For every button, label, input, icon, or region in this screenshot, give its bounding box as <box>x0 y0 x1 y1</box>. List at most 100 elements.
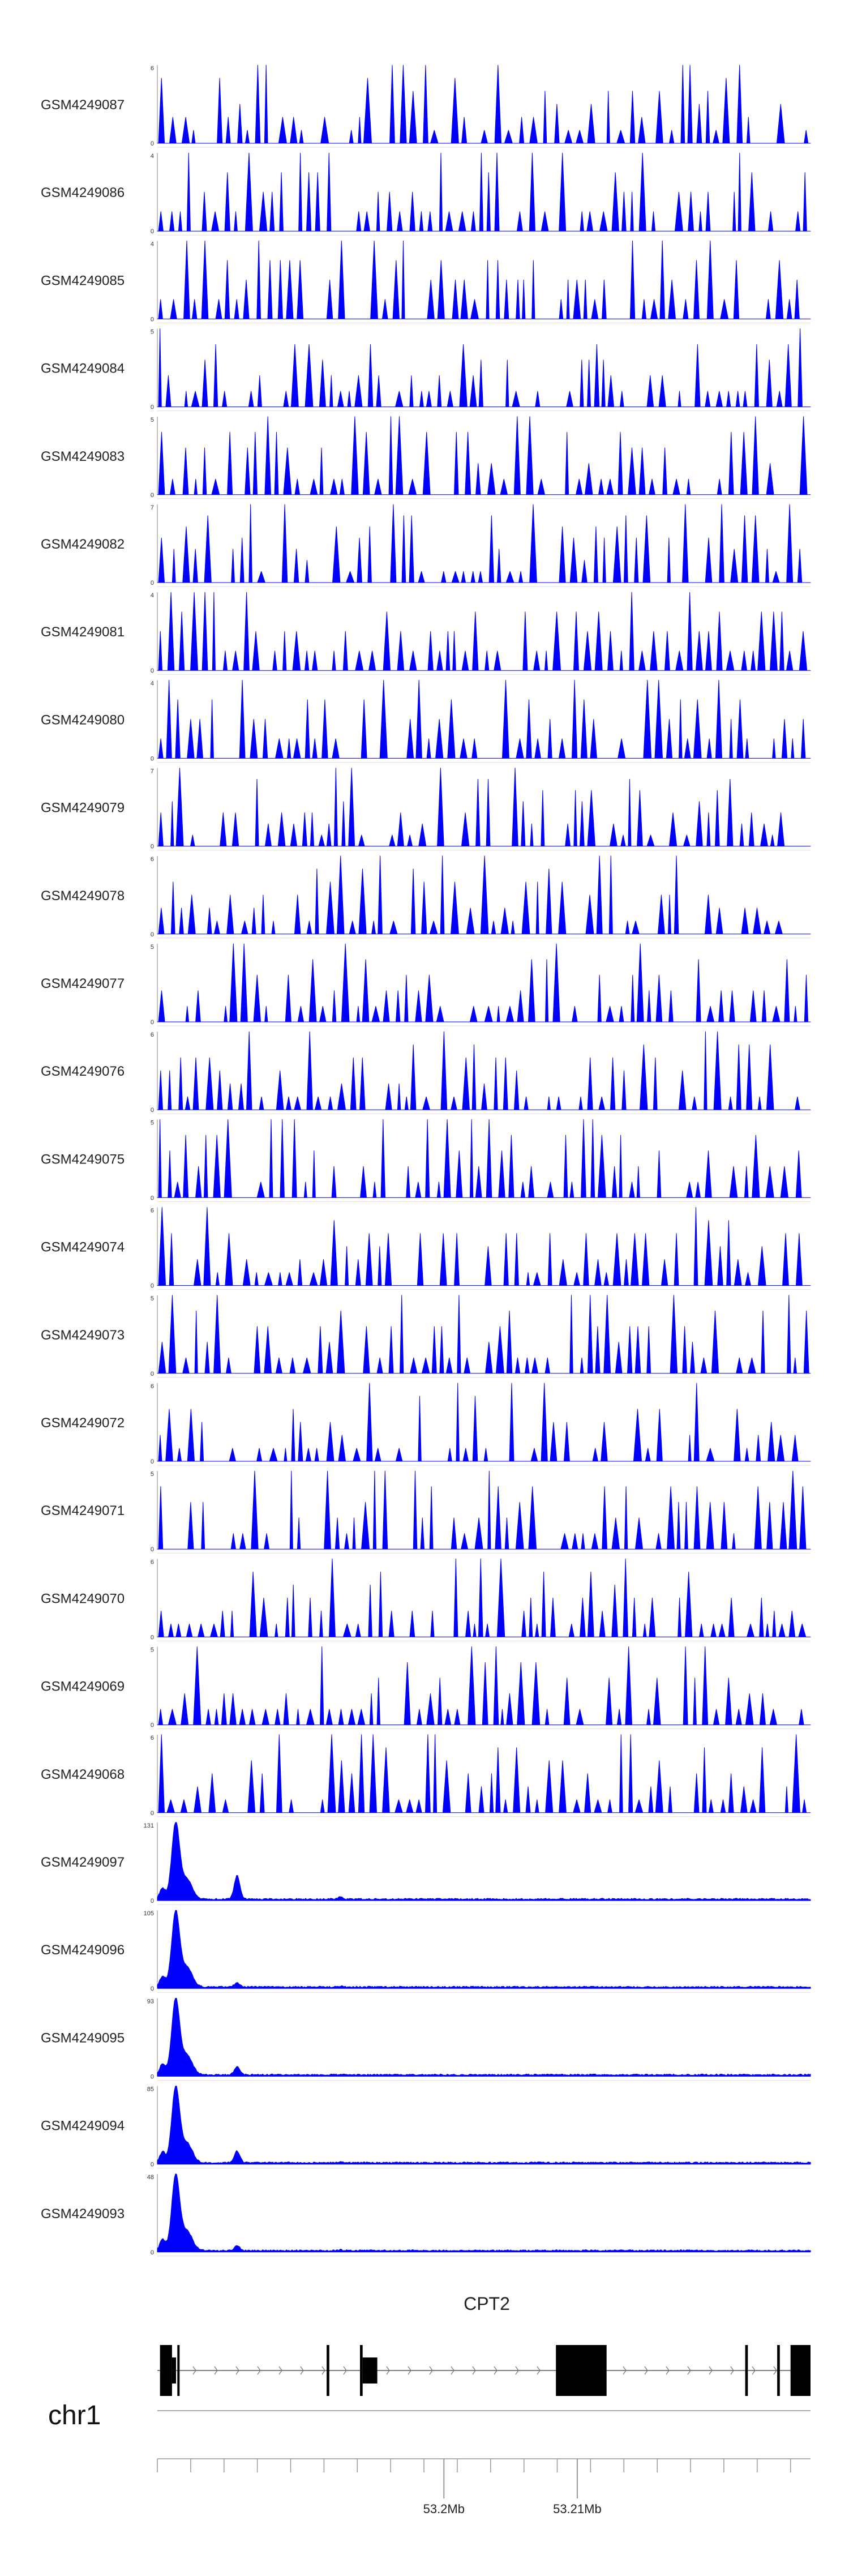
track-ymin-label: 0 <box>151 1722 154 1729</box>
track-label: GSM4249086 <box>41 185 125 200</box>
track-ymin-label: 0 <box>151 755 154 762</box>
track-GSM4249087: GSM4249087 6 0 <box>41 65 811 148</box>
track-GSM4249086: GSM4249086 4 0 <box>41 152 811 236</box>
track-ymax-label: 7 <box>151 768 154 775</box>
track-ymax-label: 5 <box>151 1295 154 1302</box>
gene-model-track: CPT2 <box>157 2293 811 2396</box>
track-label: GSM4249077 <box>41 976 125 991</box>
track-label: GSM4249094 <box>41 2119 125 2134</box>
track-GSM4249096: GSM4249096 105 0 <box>41 1910 811 1993</box>
strand-arrow <box>687 2366 691 2375</box>
track-ymin-label: 0 <box>151 1986 154 1992</box>
track-label: GSM4249079 <box>41 801 125 816</box>
track-GSM4249084: GSM4249084 5 0 <box>41 328 811 412</box>
strand-arrow <box>235 2366 239 2375</box>
coverage-area <box>157 1997 811 2077</box>
track-label: GSM4249070 <box>41 1591 125 1606</box>
track-ymax-label: 131 <box>144 1822 154 1829</box>
gene-exon <box>790 2345 811 2396</box>
track-ymin-label: 0 <box>151 1458 154 1465</box>
track-ymin-label: 0 <box>151 1019 154 1026</box>
coverage-area <box>157 1558 811 1637</box>
coverage-area <box>157 2173 811 2253</box>
coverage-area <box>157 943 811 1022</box>
strand-arrow <box>278 2366 282 2375</box>
track-label: GSM4249093 <box>41 2206 125 2222</box>
coverage-area <box>157 1119 811 1198</box>
strand-arrow <box>451 2366 454 2375</box>
track-label: GSM4249081 <box>41 624 125 640</box>
track-ymax-label: 5 <box>151 1647 154 1654</box>
coverage-area <box>157 1470 811 1550</box>
strand-arrow <box>321 2366 325 2375</box>
track-ymin-label: 0 <box>151 316 154 323</box>
strand-arrow <box>537 2366 541 2375</box>
track-GSM4249071: GSM4249071 5 0 <box>41 1470 811 1554</box>
track-label: GSM4249096 <box>41 1942 125 1958</box>
strand-arrow <box>752 2366 756 2375</box>
track-ymin-label: 0 <box>151 1546 154 1553</box>
track-label: GSM4249084 <box>41 361 125 376</box>
track-GSM4249094: GSM4249094 85 0 <box>41 2086 811 2169</box>
track-ymax-label: 105 <box>144 1910 154 1917</box>
strand-arrow <box>386 2366 390 2375</box>
coverage-area <box>157 65 811 144</box>
track-ymin-label: 0 <box>151 931 154 938</box>
track-ymin-label: 0 <box>151 2162 154 2168</box>
gene-name: CPT2 <box>464 2293 510 2314</box>
track-label: GSM4249087 <box>41 97 125 113</box>
gene-exon <box>160 2345 172 2396</box>
strand-arrow <box>472 2366 476 2375</box>
track-GSM4249070: GSM4249070 6 0 <box>41 1558 811 1641</box>
track-GSM4249095: GSM4249095 93 0 <box>41 1997 811 2081</box>
track-GSM4249078: GSM4249078 6 0 <box>41 855 811 939</box>
coverage-area <box>157 504 811 583</box>
strand-arrow <box>257 2366 261 2375</box>
track-GSM4249081: GSM4249081 4 0 <box>41 592 811 675</box>
strand-arrow <box>623 2366 627 2375</box>
strand-arrow <box>429 2366 433 2375</box>
track-ymin-label: 0 <box>151 1107 154 1114</box>
coverage-area <box>157 1031 811 1110</box>
coverage-area <box>157 416 811 495</box>
track-label: GSM4249083 <box>41 449 125 464</box>
track-ymax-label: 6 <box>151 1559 154 1565</box>
coverage-area <box>157 1207 811 1286</box>
strand-arrow <box>644 2366 648 2375</box>
track-ymax-label: 5 <box>151 1119 154 1126</box>
strand-arrow <box>515 2366 519 2375</box>
gene-exon <box>777 2345 780 2396</box>
track-ymax-label: 4 <box>151 153 154 160</box>
track-ymax-label: 93 <box>147 1998 154 2005</box>
coverage-area <box>157 152 811 232</box>
strand-arrow <box>730 2366 734 2375</box>
coverage-area <box>157 679 811 759</box>
coverage-area <box>157 1646 811 1726</box>
track-label: GSM4249076 <box>41 1064 125 1079</box>
strand-arrow <box>408 2366 411 2375</box>
track-label: GSM4249068 <box>41 1767 125 1782</box>
track-GSM4249069: GSM4249069 5 0 <box>41 1646 811 1730</box>
axis-tick-label: 53.21Mb <box>553 2502 602 2516</box>
track-ymax-label: 6 <box>151 1208 154 1214</box>
track-ymax-label: 4 <box>151 680 154 687</box>
track-GSM4249077: GSM4249077 5 0 <box>41 943 811 1026</box>
track-GSM4249080: GSM4249080 4 0 <box>41 679 811 763</box>
genome-axis: chr1 53.2Mb 53.21Mb <box>48 2400 811 2516</box>
track-label: GSM4249071 <box>41 1503 125 1518</box>
track-ymin-label: 0 <box>151 1634 154 1641</box>
track-label: GSM4249074 <box>41 1240 125 1255</box>
track-label: GSM4249080 <box>41 712 125 728</box>
track-GSM4249079: GSM4249079 7 0 <box>41 768 811 851</box>
coverage-area <box>157 855 811 935</box>
chromosome-label: chr1 <box>48 2400 101 2430</box>
track-ymin-label: 0 <box>151 228 154 235</box>
gene-exon <box>177 2345 180 2396</box>
track-label: GSM4249078 <box>41 888 125 904</box>
track-ymin-label: 0 <box>151 844 154 850</box>
strand-arrow <box>343 2366 347 2375</box>
track-ymin-label: 0 <box>151 1810 154 1817</box>
strand-arrow <box>773 2366 777 2375</box>
strand-arrow <box>494 2366 498 2375</box>
